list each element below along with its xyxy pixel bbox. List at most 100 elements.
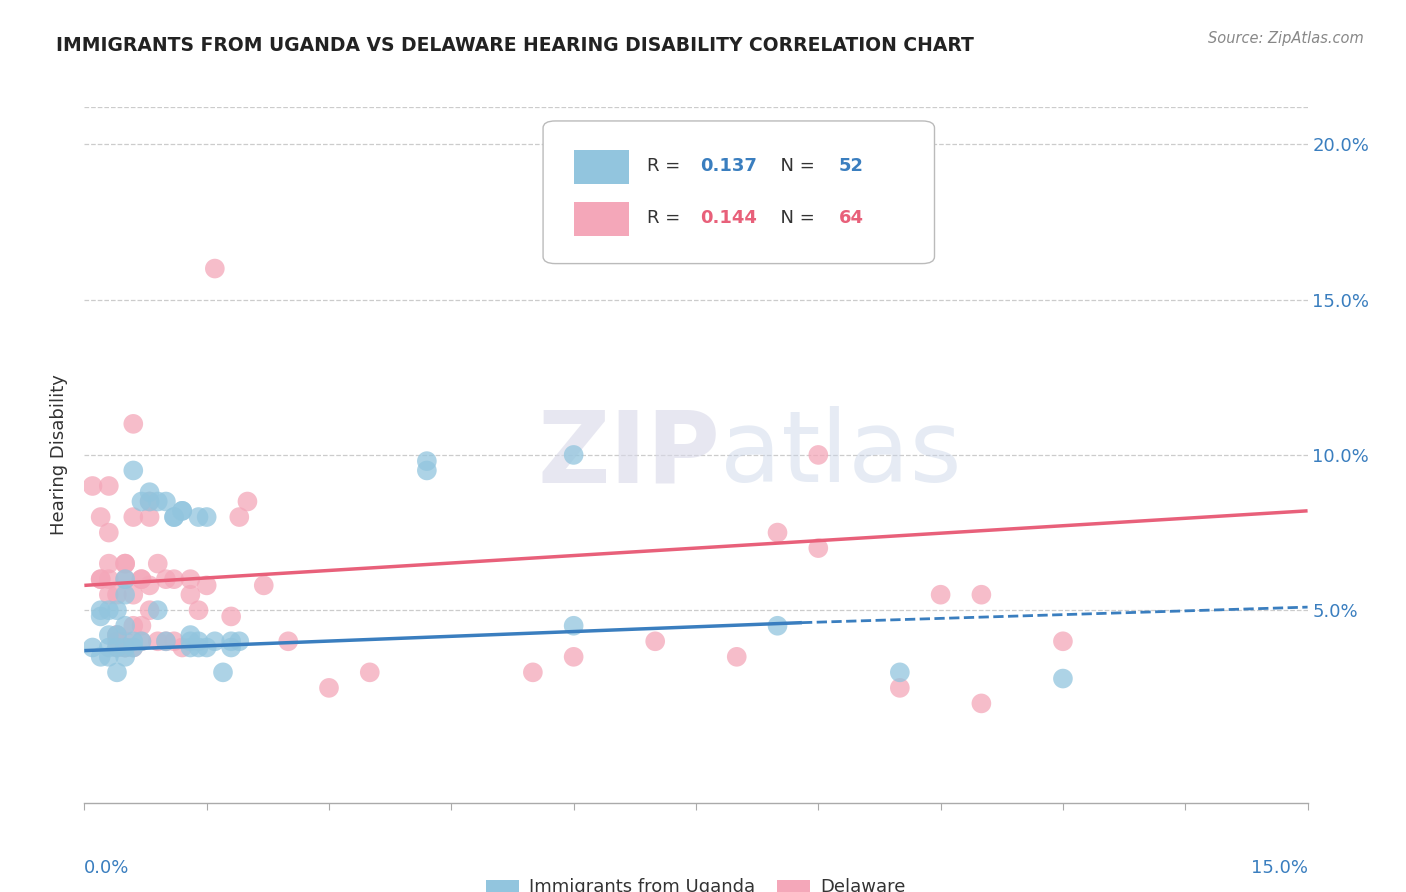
Point [114, 640, 136, 655]
Point [90, 649, 112, 664]
Text: 0.0%: 0.0% [84, 859, 129, 877]
Point [114, 619, 136, 633]
Point [155, 494, 177, 508]
Point [97, 525, 120, 540]
FancyBboxPatch shape [543, 121, 935, 264]
Point [82, 640, 104, 655]
Point [131, 634, 153, 648]
Point [138, 603, 160, 617]
Point [163, 634, 186, 648]
Text: 0.137: 0.137 [700, 157, 756, 175]
Point [114, 649, 136, 664]
Point [970, 588, 993, 602]
Text: IMMIGRANTS FROM UGANDA VS DELAWARE HEARING DISABILITY CORRELATION CHART: IMMIGRANTS FROM UGANDA VS DELAWARE HEARI… [56, 36, 974, 54]
Point [187, 640, 209, 655]
Point [105, 640, 128, 655]
Point [105, 628, 128, 642]
Point [1052, 672, 1074, 686]
Point [138, 578, 160, 592]
Point [105, 603, 128, 617]
Point [114, 640, 136, 655]
Point [236, 494, 259, 508]
Text: R =: R = [647, 210, 686, 227]
Point [105, 628, 128, 642]
Point [97, 603, 120, 617]
Point [114, 572, 136, 586]
Point [179, 572, 201, 586]
Point [105, 640, 128, 655]
Point [359, 665, 381, 680]
Point [97, 588, 120, 602]
Point [219, 609, 242, 624]
Point [122, 417, 145, 431]
Point [97, 628, 120, 642]
Point [90, 572, 112, 586]
Point [131, 634, 153, 648]
Point [187, 603, 209, 617]
Bar [574, 150, 628, 184]
Text: atlas: atlas [720, 407, 962, 503]
Point [114, 572, 136, 586]
Point [90, 572, 112, 586]
Point [131, 494, 153, 508]
Point [179, 634, 201, 648]
Point [212, 665, 235, 680]
Point [204, 634, 226, 648]
Point [97, 572, 120, 586]
Text: Source: ZipAtlas.com: Source: ZipAtlas.com [1208, 31, 1364, 46]
Text: 64: 64 [839, 210, 865, 227]
Point [172, 640, 194, 655]
Point [105, 665, 128, 680]
Point [562, 448, 585, 462]
Point [195, 640, 218, 655]
Point [163, 572, 186, 586]
Point [228, 510, 250, 524]
Point [131, 572, 153, 586]
Point [90, 603, 112, 617]
Point [146, 603, 169, 617]
Point [82, 479, 104, 493]
Point [97, 649, 120, 664]
Point [146, 557, 169, 571]
Point [970, 697, 993, 711]
Point [138, 510, 160, 524]
Point [807, 541, 830, 555]
Point [146, 494, 169, 508]
Point [179, 628, 201, 642]
Text: R =: R = [647, 157, 686, 175]
Text: 52: 52 [839, 157, 865, 175]
Point [318, 681, 340, 695]
Point [522, 665, 544, 680]
Point [105, 634, 128, 648]
Point [114, 634, 136, 648]
Point [97, 640, 120, 655]
Point [1052, 634, 1074, 648]
Point [155, 634, 177, 648]
Point [114, 640, 136, 655]
Text: N =: N = [769, 210, 821, 227]
Point [97, 479, 120, 493]
Point [766, 525, 789, 540]
Y-axis label: Hearing Disability: Hearing Disability [51, 375, 69, 535]
Point [416, 463, 439, 477]
Point [114, 557, 136, 571]
Point [172, 504, 194, 518]
Point [253, 578, 276, 592]
Point [131, 619, 153, 633]
Point [219, 634, 242, 648]
Point [155, 634, 177, 648]
Point [105, 588, 128, 602]
Point [195, 510, 218, 524]
Point [155, 572, 177, 586]
Point [122, 619, 145, 633]
Point [807, 448, 830, 462]
Text: N =: N = [769, 157, 821, 175]
Point [179, 588, 201, 602]
Point [416, 454, 439, 468]
Point [644, 634, 666, 648]
Point [195, 578, 218, 592]
Point [204, 261, 226, 276]
Point [114, 557, 136, 571]
Point [114, 588, 136, 602]
Point [122, 640, 145, 655]
